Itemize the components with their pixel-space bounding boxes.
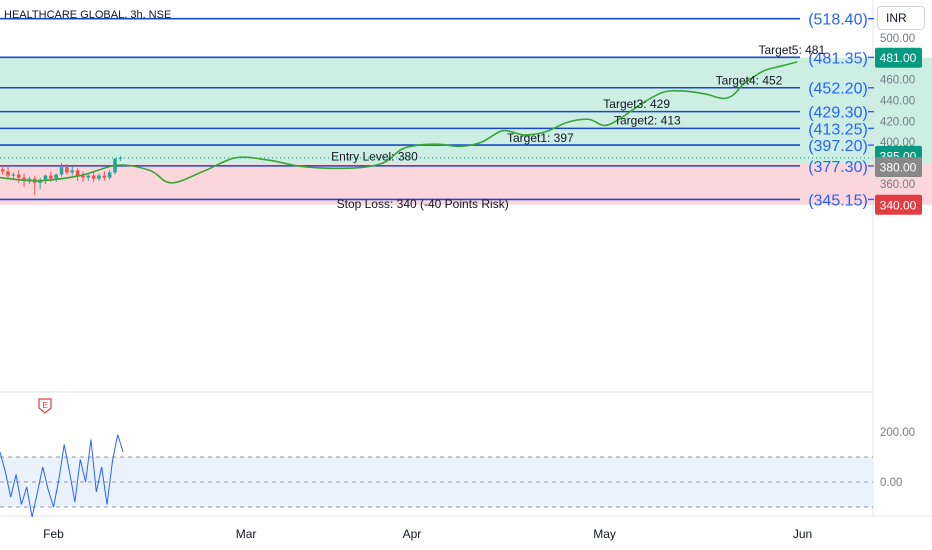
price-badge-label: 340.00 <box>880 198 917 212</box>
time-tick-label: May <box>593 527 616 541</box>
level-label: (377.30) <box>808 159 868 176</box>
level-label: (518.40) <box>808 12 868 29</box>
level-label: (452.20) <box>808 81 868 98</box>
grid-layer <box>0 0 932 517</box>
level-label: (413.25) <box>808 121 868 138</box>
candle-body <box>6 171 10 176</box>
price-badge <box>875 157 922 178</box>
price-badge <box>875 47 922 68</box>
annotation-label: Target2: 413 <box>614 113 681 127</box>
price-scale: 500.00480.00460.00440.00420.00400.00380.… <box>875 33 922 215</box>
candle-body <box>107 172 112 178</box>
annotations-layer: Target5: 481 Target4: 452 Target3: 429 Targ… <box>331 43 825 211</box>
time-tick-label: Feb <box>43 527 64 541</box>
oscillator-tick-label: 0.00 <box>880 477 902 489</box>
currency-selector[interactable]: INR <box>877 6 925 30</box>
candle-body <box>86 175 91 178</box>
time-axis: FebMarAprMayJunJul12:15Aug <box>43 527 812 541</box>
annotation-label: Stop Loss: 340 (-40 Points Risk) <box>337 197 509 211</box>
annotation-label: Target4: 452 <box>716 73 783 87</box>
candle-body <box>91 175 96 179</box>
price-tick-label: 420.00 <box>880 116 915 128</box>
annotation-label: Target1: 397 <box>507 131 574 145</box>
projected-path-line <box>0 61 798 184</box>
level-label: (429.30) <box>808 105 868 122</box>
annotation-label: Target3: 429 <box>603 97 670 111</box>
price-tick-label: 500.00 <box>880 33 915 45</box>
candle-body <box>16 174 21 178</box>
oscillator-line <box>0 434 124 518</box>
price-badge-label: 481.00 <box>880 51 917 65</box>
candle-body <box>97 175 101 179</box>
levels-layer: (518.40) (481.35) (452.20) (429.30)(413.25)… <box>0 12 874 209</box>
candle-body <box>102 175 107 178</box>
candle-body <box>22 177 26 181</box>
target-zone <box>0 57 932 164</box>
candle-body <box>118 157 123 159</box>
level-label: (481.35) <box>808 50 868 67</box>
candle-body <box>81 175 85 178</box>
projection-layer <box>0 61 798 184</box>
time-tick-label: Apr <box>403 527 422 541</box>
price-tick-label: 440.00 <box>880 95 915 107</box>
time-tick-label: Mar <box>236 527 257 541</box>
price-tick-label: 360.00 <box>880 179 915 191</box>
candle-body <box>11 174 16 176</box>
candle-body <box>59 167 64 175</box>
level-label: (397.20) <box>808 138 868 155</box>
stop-zone <box>0 163 932 205</box>
candle-body <box>70 170 75 173</box>
price-badge-label: 380.00 <box>880 161 917 175</box>
candle-body <box>43 175 48 180</box>
time-tick-label: Jun <box>793 527 812 541</box>
svg-text:E: E <box>42 401 47 410</box>
candle-body <box>49 175 53 179</box>
candle-body <box>0 169 5 172</box>
zones-layer <box>0 57 932 205</box>
price-badge <box>875 194 922 215</box>
level-label: (345.15) <box>808 192 868 209</box>
earnings-marker-icon[interactable]: E <box>38 398 52 414</box>
oscillator-pane: 200.00 0.00 <box>0 427 915 518</box>
candle-body <box>65 167 69 173</box>
candle-body <box>75 170 80 176</box>
oscillator-tick-label: 200.00 <box>880 427 915 439</box>
candle-body <box>27 178 32 181</box>
price-tick-label: 460.00 <box>880 75 915 87</box>
candle-body <box>54 174 58 179</box>
annotation-label: Entry Level: 380 <box>331 149 418 163</box>
annotation-label: Target5: 481 <box>758 43 825 57</box>
